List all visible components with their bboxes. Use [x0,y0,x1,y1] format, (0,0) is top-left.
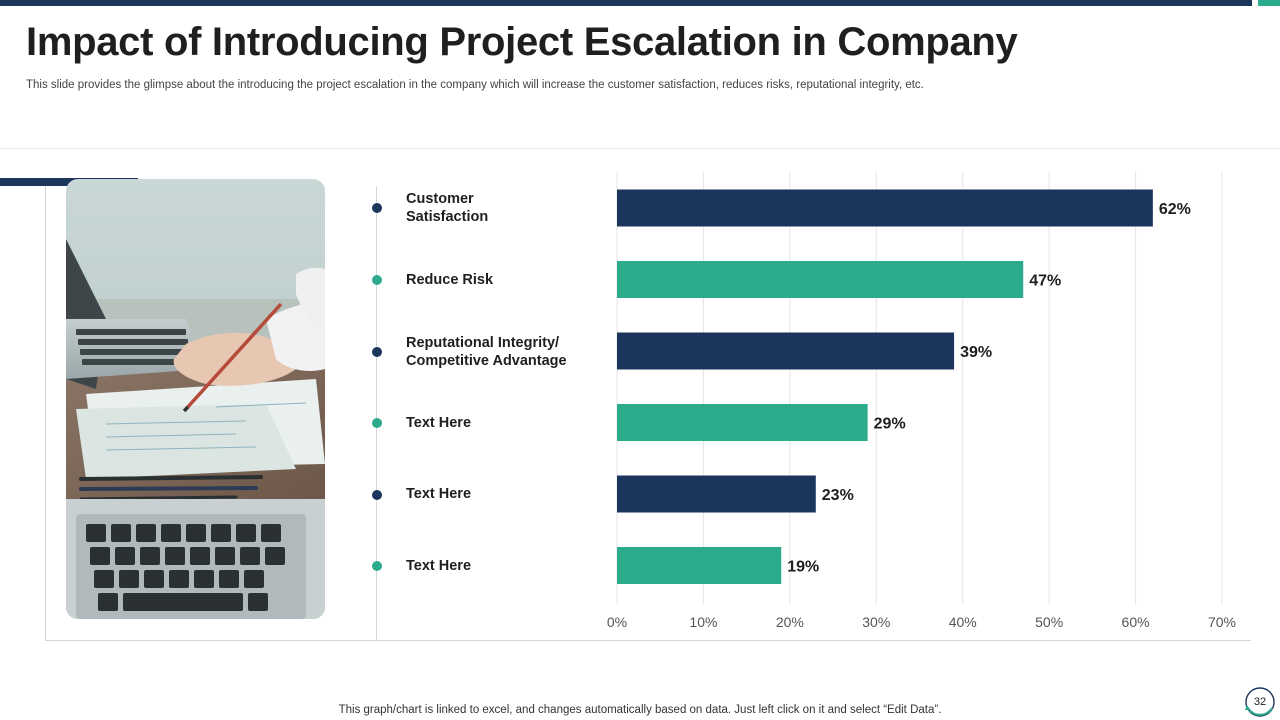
x-tick-label-4: 30% [862,614,890,630]
category-dot-6 [372,561,382,571]
bar-value-label-3: 39% [960,344,992,361]
category-label-3: Reputational Integrity/ Competitive Adva… [406,335,567,369]
bar-2 [617,261,1024,298]
category-dot-1 [372,203,382,213]
category-label-5: Text Here [406,486,472,502]
bar-4 [617,404,868,441]
top-corner-accent [1258,0,1280,6]
x-tick-label-3: 20% [776,614,804,630]
frame-left-line [45,186,46,640]
bar-5 [617,475,816,513]
bar-value-label-2: 47% [1029,273,1061,290]
x-tick-label-7: 60% [1122,614,1150,630]
category-label-2: Reduce Risk [406,272,494,288]
category-label-1: Customer Satisfaction [406,191,489,225]
x-tick-label-6: 50% [1035,614,1063,630]
category-dot-2 [372,275,382,285]
page-number-badge-icon [1245,687,1275,717]
label-divider-line [376,186,377,640]
slide-title: Impact of Introducing Project Escalation… [26,20,1018,64]
x-tick-label-8: 70% [1208,614,1236,630]
footer-note: This graph/chart is linked to excel, and… [338,704,942,716]
x-tick-label-2: 10% [689,614,717,630]
bar-value-label-5: 23% [822,487,854,504]
category-label-4: Text Here [406,415,472,431]
bar-1 [617,189,1153,227]
office-photo [66,179,325,619]
x-tick-label-1: 0% [607,614,627,630]
bar-3 [617,332,955,370]
x-tick-label-5: 40% [949,614,977,630]
bar-value-label-1: 62% [1159,201,1191,218]
page-number: 32 [1253,696,1267,708]
bar-value-label-4: 29% [874,416,906,433]
category-dot-3 [372,347,382,357]
bar-value-label-6: 19% [787,559,819,576]
category-label-6: Text Here [406,558,472,574]
header-divider [0,148,1280,149]
bar-6 [617,547,782,584]
category-dot-5 [372,490,382,500]
frame-bottom-line [45,640,1251,641]
slide-subtitle: This slide provides the glimpse about th… [26,79,924,91]
category-dot-4 [372,418,382,428]
top-accent-bar [0,0,1252,6]
